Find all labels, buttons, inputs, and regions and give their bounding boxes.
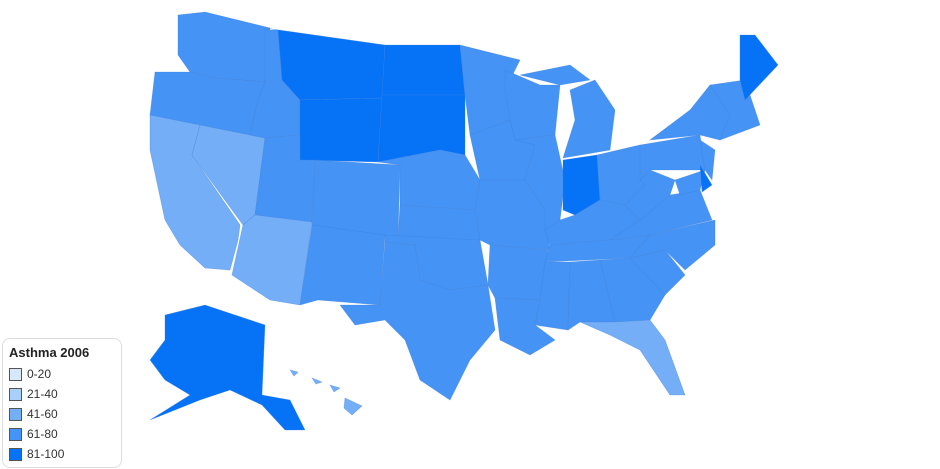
state-ga[interactable] — [599, 257, 666, 323]
legend-swatch — [9, 387, 22, 401]
state-me[interactable] — [739, 34, 779, 101]
legend-item: 0-20 — [9, 364, 121, 384]
legend-swatch — [9, 367, 22, 381]
legend-item: 21-40 — [9, 384, 121, 404]
state-wa[interactable] — [177, 11, 271, 83]
state-nd[interactable] — [381, 44, 466, 96]
state-ks[interactable] — [397, 204, 481, 241]
state-hi[interactable] — [289, 369, 363, 416]
state-wv[interactable] — [624, 169, 676, 221]
state-az[interactable] — [231, 214, 313, 306]
state-nj[interactable] — [699, 139, 716, 181]
state-mi[interactable] — [519, 64, 616, 159]
state-wy[interactable] — [299, 97, 383, 163]
legend-label: 41-60 — [27, 407, 58, 421]
legend-swatch — [9, 447, 22, 461]
legend-item: 41-60 — [9, 404, 121, 424]
legend-label: 61-80 — [27, 427, 58, 441]
state-pa[interactable] — [639, 134, 706, 181]
map-legend: Asthma 2006 0-20 21-40 41-60 61-80 81-10… — [2, 338, 122, 468]
state-nm[interactable] — [299, 224, 386, 306]
legend-swatch — [9, 427, 22, 441]
state-ms[interactable] — [534, 261, 571, 331]
state-sd[interactable] — [377, 94, 466, 163]
state-co[interactable] — [311, 159, 401, 239]
legend-item: 81-100 — [9, 444, 121, 464]
state-fl[interactable] — [579, 319, 686, 396]
state-nc[interactable] — [629, 219, 716, 271]
state-tx[interactable] — [339, 241, 496, 401]
legend-label: 21-40 — [27, 387, 58, 401]
state-ar[interactable] — [487, 244, 549, 301]
state-de[interactable] — [699, 164, 713, 193]
legend-title: Asthma 2006 — [9, 345, 90, 360]
legend-label: 81-100 — [27, 447, 65, 461]
legend-label: 0-20 — [27, 367, 52, 381]
legend-item: 61-80 — [9, 424, 121, 444]
state-ak[interactable] — [149, 304, 306, 431]
state-md[interactable] — [674, 169, 706, 196]
legend-swatch — [9, 407, 22, 421]
